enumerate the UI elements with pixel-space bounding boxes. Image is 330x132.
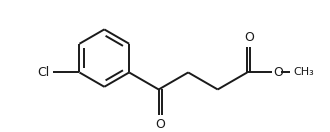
Text: Cl: Cl [38, 66, 50, 79]
Text: O: O [273, 66, 283, 79]
Text: CH₃: CH₃ [293, 67, 314, 77]
Text: O: O [244, 31, 254, 44]
Text: O: O [155, 118, 165, 131]
